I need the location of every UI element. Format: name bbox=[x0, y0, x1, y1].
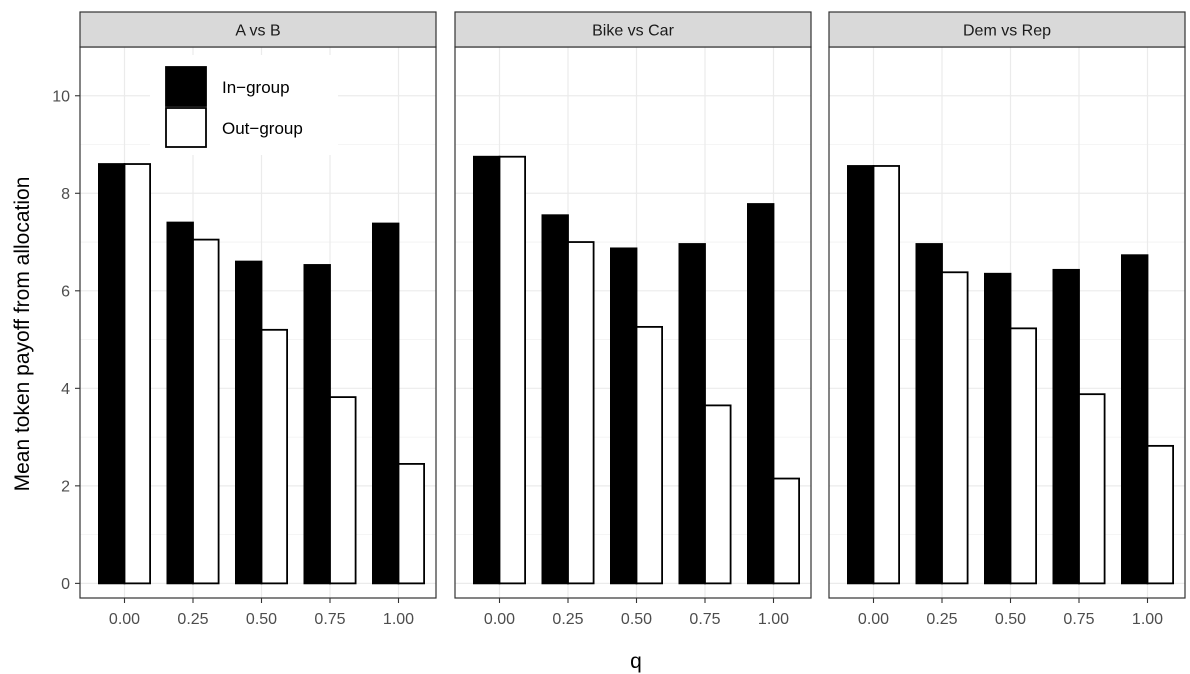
x-tick-label: 0.00 bbox=[858, 611, 889, 628]
legend-key-in-group bbox=[165, 66, 207, 107]
panel-3: Dem vs Rep 0.00 0.25 0.50 0.75 1.00 bbox=[828, 11, 1186, 628]
bar-in-group bbox=[166, 221, 194, 585]
legend-label-in-group: In−group bbox=[222, 78, 290, 97]
y-tick-label: 4 bbox=[61, 381, 70, 398]
legend: In−group Out−group bbox=[150, 55, 338, 155]
x-tick-label: 1.00 bbox=[1132, 611, 1163, 628]
y-axis: 0 2 4 6 8 10 bbox=[52, 88, 80, 593]
bar-out-group bbox=[329, 396, 357, 585]
bar-out-group bbox=[192, 238, 220, 585]
bar-in-group bbox=[678, 243, 706, 585]
x-tick-label: 0.75 bbox=[314, 611, 345, 628]
x-tick-label: 0.25 bbox=[926, 611, 957, 628]
x-tick-label: 0.25 bbox=[552, 611, 583, 628]
y-tick-label: 6 bbox=[61, 283, 70, 300]
bar-out-group bbox=[567, 241, 595, 585]
bar-out-group bbox=[260, 328, 289, 585]
panels-layer: A vs B 0.00 0.25 0.50 0.75 1.00 Bike vs Car 0.0… bbox=[79, 11, 1186, 628]
bar-in-group bbox=[541, 214, 569, 585]
y-tick-label: 2 bbox=[61, 478, 70, 495]
bar-out-group bbox=[704, 404, 732, 585]
x-tick-label: 0.75 bbox=[1063, 611, 1094, 628]
bar-in-group bbox=[303, 264, 331, 585]
bar-out-group bbox=[1078, 393, 1106, 585]
x-tick-label: 1.00 bbox=[383, 611, 414, 628]
facet-strip-label: Dem vs Rep bbox=[963, 23, 1051, 40]
x-tick-label: 0.00 bbox=[109, 611, 140, 628]
x-tick-label: 0.25 bbox=[177, 611, 208, 628]
bar-out-group bbox=[498, 155, 527, 585]
x-tick-label: 0.00 bbox=[484, 611, 515, 628]
x-tick-label: 0.75 bbox=[689, 611, 720, 628]
bar-in-group bbox=[984, 272, 1012, 585]
bar-in-group bbox=[1121, 254, 1149, 585]
y-axis-title: Mean token payoff from allocation bbox=[11, 177, 34, 492]
bar-out-group bbox=[397, 463, 426, 585]
facet-strip-label: A vs B bbox=[235, 23, 280, 40]
panel-2: Bike vs Car 0.00 0.25 0.50 0.75 1.00 bbox=[454, 11, 812, 628]
x-tick-label: 1.00 bbox=[758, 611, 789, 628]
bar-in-group bbox=[472, 155, 501, 585]
x-tick-label: 0.50 bbox=[995, 611, 1026, 628]
y-tick-label: 10 bbox=[52, 88, 70, 105]
bar-out-group bbox=[872, 165, 901, 585]
y-tick-label: 0 bbox=[61, 576, 70, 593]
bar-out-group bbox=[1146, 444, 1175, 585]
bar-in-group bbox=[610, 247, 638, 585]
y-tick-label: 8 bbox=[61, 186, 70, 203]
bar-out-group bbox=[123, 163, 152, 585]
bar-in-group bbox=[98, 163, 126, 585]
bar-in-group bbox=[915, 243, 943, 585]
x-tick-label: 0.50 bbox=[621, 611, 652, 628]
legend-label-out-group: Out−group bbox=[222, 119, 303, 138]
bar-out-group bbox=[772, 477, 801, 585]
legend-key-out-group bbox=[165, 107, 207, 148]
bar-out-group bbox=[635, 325, 664, 585]
bar-in-group bbox=[747, 203, 775, 585]
bar-in-group bbox=[847, 165, 875, 585]
facet-strip bbox=[79, 11, 437, 48]
x-tick-label: 0.50 bbox=[246, 611, 277, 628]
facet-strip bbox=[828, 11, 1186, 48]
bar-out-group bbox=[1009, 327, 1038, 585]
bar-in-group bbox=[1052, 268, 1080, 585]
bar-in-group bbox=[371, 222, 400, 585]
bar-out-group bbox=[941, 271, 969, 585]
x-axis-title: q bbox=[630, 650, 642, 673]
facet-strip bbox=[454, 11, 812, 48]
bar-in-group bbox=[234, 260, 263, 585]
facet-strip-label: Bike vs Car bbox=[592, 23, 674, 40]
